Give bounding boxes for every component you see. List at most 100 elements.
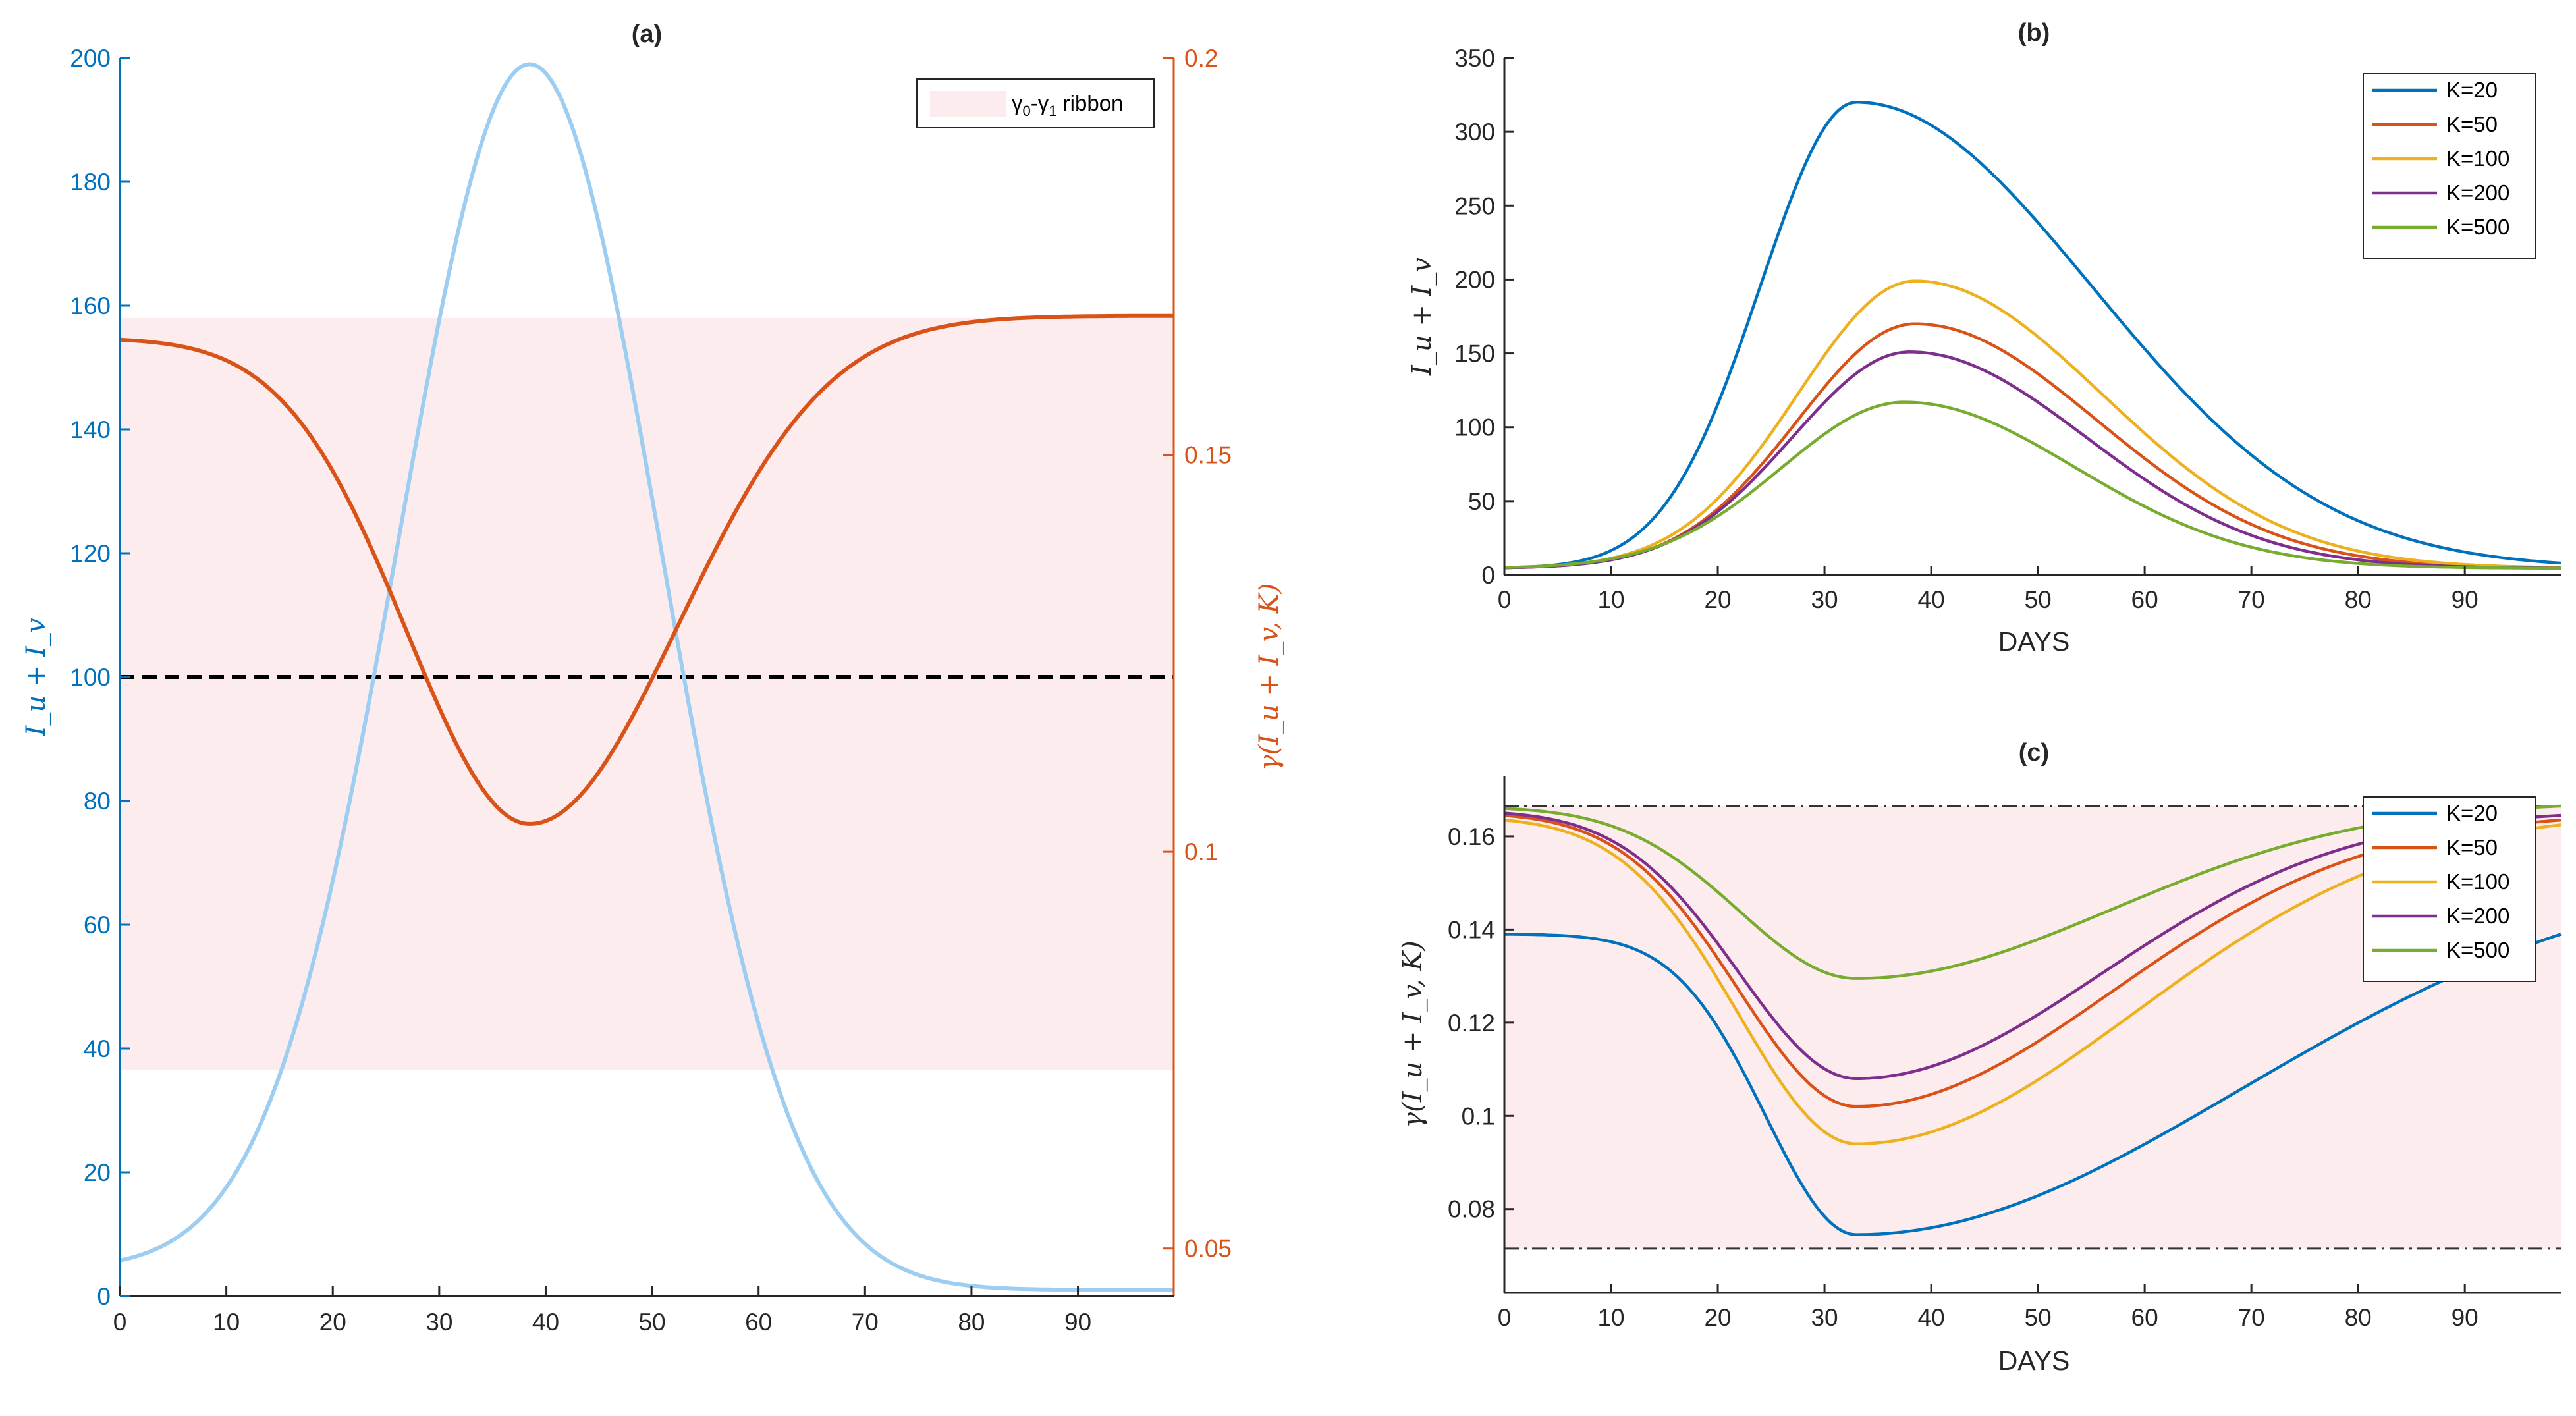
x-tick-label: 30 [425,1309,452,1336]
x-axis-label: DAYS [1998,1346,2070,1376]
x-tick-label: 60 [2131,1304,2158,1331]
panel-c: 0 10 20 30 40 50 60 70 80 90 0.08 0.1 0.12 0.14 0.16 (c… [1398,739,2562,1376]
y-left-tick-label: 120 [70,540,111,567]
legend-entry: K=50 [2446,112,2498,136]
y-right-tick-label: 0.1 [1184,838,1218,865]
series-line-infected [119,62,1174,1292]
x-tick-label: 50 [639,1309,666,1336]
x-tick-label: 10 [1597,1304,1624,1331]
y-left-tick-label: 180 [70,169,111,196]
x-tick-label: 0 [1498,586,1512,613]
legend-entry: K=500 [2446,938,2509,962]
x-tick-label: 70 [852,1309,879,1336]
y-left-tick-label: 80 [84,788,111,815]
legend-label-part: 1 [1049,103,1056,119]
x-tick-label: 80 [2345,586,2372,613]
x-tick-label: 20 [1704,586,1731,613]
x-tick-label: 60 [745,1309,772,1336]
x-tick-label: 90 [2452,586,2479,613]
series-line-k-20 [1504,101,2562,570]
legend-entry: K=20 [2446,78,2498,102]
x-tick-label: 80 [958,1309,985,1336]
y-tick-label: 0.08 [1448,1196,1495,1223]
x-tick-label: 30 [1811,586,1838,613]
legend-label-part: 0 [1023,103,1031,119]
x-tick-label: 20 [1704,1304,1731,1331]
y-left-tick-label: 160 [70,292,111,319]
panel-title: (c) [2019,739,2049,767]
legend-entry: K=200 [2446,904,2509,928]
x-tick-label: 10 [1597,586,1624,613]
x-tick-label: 20 [319,1309,346,1336]
legend-label-part: γ [1012,91,1023,115]
series-line-k-500 [1504,400,2562,570]
x-tick-label: 40 [532,1309,559,1336]
panel-b: 0 10 20 30 40 50 60 70 80 90 0 50 100 150 200 250 300 350… [1407,19,2562,657]
x-tick-label: 60 [2131,586,2158,613]
legend-label-part: - [1031,91,1038,115]
legend-entry: K=50 [2446,835,2498,859]
x-tick-label: 0 [113,1309,127,1336]
legend: K=20 K=50 K=100 K=200 K=500 [2363,73,2536,259]
series-line-k-100 [1504,279,2562,570]
legend-entry: K=200 [2446,180,2509,205]
x-tick-label: 80 [2345,1304,2372,1331]
y-right-tick-label: 0.15 [1184,442,1232,469]
y-tick-label: 0.16 [1448,823,1495,850]
y-tick-label: 100 [1454,414,1495,441]
legend-entry: K=500 [2446,215,2509,239]
legend-label-part: ribbon [1057,91,1124,115]
x-axis-label: DAYS [1998,626,2070,657]
y-right-tick-label: 0.2 [1184,45,1218,72]
y-tick-label: 0.14 [1448,916,1495,943]
x-tick-label: 10 [213,1309,240,1336]
series-line-gamma [119,313,1174,826]
legend-entry: K=20 [2446,801,2498,825]
y-tick-label: 200 [1454,266,1495,293]
x-tick-label: 50 [2025,586,2052,613]
y-left-tick-label: 20 [84,1159,111,1186]
legend-label-part: γ [1038,91,1049,115]
y-tick-label: 300 [1454,119,1495,146]
y-tick-label: 0.12 [1448,1010,1495,1037]
y-left-tick-label: 100 [70,664,111,691]
y-left-tick-label: 200 [70,45,111,72]
y-left-tick-label: 40 [84,1035,111,1062]
x-tick-label: 40 [1918,586,1945,613]
y-tick-label: 150 [1454,340,1495,368]
legend-entry: K=100 [2446,869,2509,894]
y-axis-label-left: I_u + I_v [21,618,51,736]
legend-label: γ0-γ1 ribbon [1012,91,1123,119]
panel-a: 0 10 20 30 40 50 60 70 80 90020406080100120140160… [21,20,1284,1336]
y-tick-label: 250 [1454,192,1495,219]
y-axis-label: I_u + I_v [1407,258,1437,376]
x-tick-label: 50 [2025,1304,2052,1331]
y-tick-label: 0.1 [1462,1103,1495,1130]
ribbon-band [120,317,1174,1070]
y-left-tick-label: 60 [84,912,111,939]
y-axis-label: γ(I_u + I_v, K) [1398,940,1428,1128]
y-tick-label: 350 [1454,45,1495,72]
x-tick-label: 70 [2238,586,2265,613]
x-tick-label: 70 [2238,1304,2265,1331]
x-tick-label: 40 [1918,1304,1945,1331]
series-line-k-50 [1504,322,2561,570]
panel-title: (a) [632,20,662,48]
y-tick-label: 0 [1481,562,1495,589]
legend-entry: K=100 [2446,146,2509,171]
legend: K=20 K=50 K=100 K=200 K=500 [2363,796,2536,982]
legend-swatch [930,91,1006,117]
x-tick-label: 0 [1498,1304,1512,1331]
series-line-k-20 [1504,933,2562,1236]
y-right-tick-label: 0.05 [1184,1236,1232,1263]
y-left-tick-label: 140 [70,416,111,443]
x-tick-label: 90 [2452,1304,2479,1331]
y-left-tick-label: 0 [97,1283,111,1310]
legend: γ0-γ1 ribbon [916,78,1155,128]
panel-title: (b) [2018,19,2050,47]
x-tick-label: 90 [1064,1309,1091,1336]
y-axis-label-right: γ(I_u + I_v, K) [1254,584,1284,771]
y-tick-label: 50 [1468,488,1495,515]
x-tick-label: 30 [1811,1304,1838,1331]
